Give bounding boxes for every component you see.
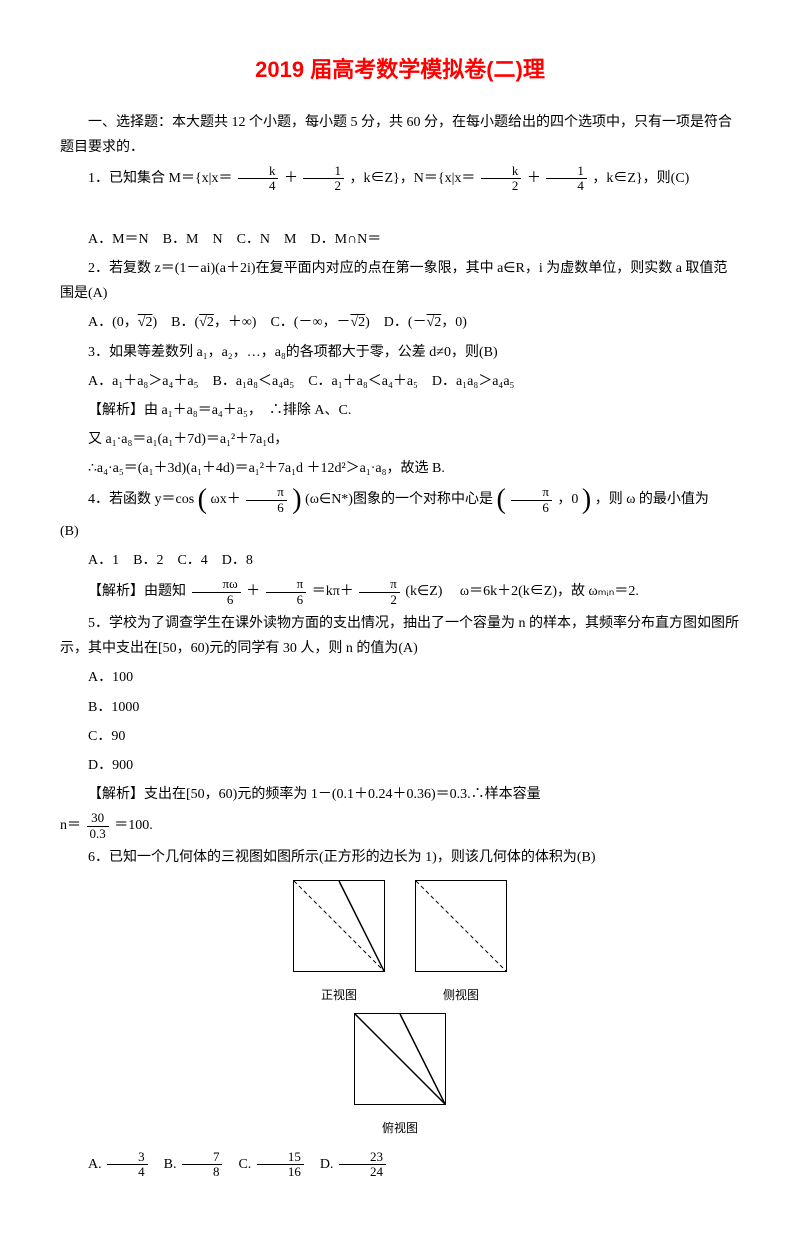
view-label: 正视图 [293,985,385,1007]
view-row-bottom: 俯视图 [60,1013,740,1140]
q5-option-c: C．90 [60,724,740,749]
spacer [60,198,740,223]
opt-label: B. [164,1157,177,1172]
paren-icon: ) [582,484,591,515]
text: ωx＋ [211,492,241,507]
text: ＋ [527,171,541,186]
text: ＋ [246,584,260,599]
q5-option-b: B．1000 [60,695,740,720]
opt-label: A. [88,1157,102,1172]
view-row-top: 正视图 侧视图 [60,880,740,1007]
q3-solution: 【解析】由 a₁＋a₈＝a₄＋a₅， ∴排除 A、C. [60,398,740,423]
q5-stem: 5．学校为了调查学生在课外读物方面的支出情况，抽出了一个容量为 n 的样本，其频… [60,611,740,661]
text: 【解析】由题知 [88,584,186,599]
q3-options: A．a₁＋a₈＞a₄＋a₅ B．a₁a₈＜a₄a₅ C．a₁＋a₈＜a₄＋a₅ … [60,369,740,394]
text: (k∈Z) ω＝6k＋2(k∈Z)，故 ωₘᵢₙ＝2. [405,584,638,599]
frac: 12 [303,164,344,194]
q5-solution: 【解析】支出在[50，60)元的频率为 1－(0.1＋0.24＋0.36)＝0.… [60,782,740,807]
sqrt-icon: √2 [427,315,442,330]
front-view-box [293,880,385,972]
q4-answer: (B) [60,519,740,544]
frac: 78 [182,1150,223,1180]
text: ，k∈Z}，则(C) [592,171,689,186]
text: ，0 [557,492,578,507]
frac: k4 [238,164,279,194]
side-view: 侧视图 [415,880,507,1007]
q3-solution: 又 a₁·a₈＝a₁(a₁＋7d)＝a₁²＋7a₁d， [60,427,740,452]
text: ＝kπ＋ [312,584,354,599]
frac: k2 [481,164,522,194]
paren-icon: ( [496,484,505,515]
q5-option-a: A．100 [60,665,740,690]
q4-solution: 【解析】由题知 πω6 ＋ π6 ＝kπ＋ π2 (k∈Z) ω＝6k＋2(k∈… [60,577,740,607]
text: 4．若函数 y＝cos [88,492,194,507]
q3-stem: 3．如果等差数列 a₁，a₂，…，a₈的各项都大于零，公差 d≠0，则(B) [60,340,740,365]
frac: 14 [546,164,587,194]
view-label: 俯视图 [354,1118,446,1140]
q1-stem: 1．已知集合 M＝{x|x＝ k4 ＋ 12 ，k∈Z}，N＝{x|x＝ k2 … [60,164,740,194]
frac: 34 [107,1150,148,1180]
frac: π6 [246,485,287,515]
text: (ω∈N*)图象的一个对称中心是 [305,492,493,507]
text: ，k∈Z}，N＝{x|x＝ [349,171,475,186]
text: ＋ [284,171,298,186]
opt-label: C. [238,1157,251,1172]
q5-solution: n＝ 300.3 ＝100. [60,811,740,841]
sqrt-icon: √2 [138,315,153,330]
q5-option-d: D．900 [60,753,740,778]
front-view: 正视图 [293,880,385,1007]
frac: πω6 [192,577,241,607]
frac: 2324 [339,1150,386,1180]
q6-stem: 6．已知一个几何体的三视图如图所示(正方形的边长为 1)，则该几何体的体积为(B… [60,845,740,870]
section-header: 一、选择题：本大题共 12 个小题，每小题 5 分，共 60 分，在每小题给出的… [60,110,740,160]
text: n＝ [60,818,81,833]
frac: π6 [266,577,307,607]
view-label: 侧视图 [415,985,507,1007]
q1-text: 1．已知集合 M＝{x|x＝ [88,171,232,186]
top-view: 俯视图 [354,1013,446,1140]
exam-title: 2019 届高考数学模拟卷(二)理 [60,50,740,90]
paren-icon: ( [198,484,207,515]
frac: 300.3 [87,811,109,841]
q2-options: A．(0，√2) B．(√2，＋∞) C．(－∞，－√2) D．(－√2，0) [60,310,740,335]
q2-stem: 2．若复数 z＝(1－ai)(a＋2i)在复平面内对应的点在第一象限，其中 a∈… [60,256,740,306]
sqrt-icon: √2 [199,315,214,330]
side-view-box [415,880,507,972]
text: ＝100. [114,818,153,833]
q3-solution: ∴a₄·a₅＝(a₁＋3d)(a₁＋4d)＝a₁²＋7a₁d ＋12d²＞a₁·… [60,456,740,481]
q4-stem: 4．若函数 y＝cos ( ωx＋ π6 ) (ω∈N*)图象的一个对称中心是 … [60,485,740,515]
paren-icon: ) [292,484,301,515]
opt-label: D. [320,1157,334,1172]
q6-options: A. 34 B. 78 C. 1516 D. 2324 [60,1150,740,1180]
frac: 1516 [257,1150,304,1180]
frac: π6 [511,485,552,515]
sqrt-icon: √2 [350,315,365,330]
frac: π2 [359,577,400,607]
q1-options: A．M＝N B．M N C．N M D．M∩N＝ [60,227,740,252]
three-views-figure: 正视图 侧视图 俯视图 [60,880,740,1140]
top-view-box [354,1013,446,1105]
text: ，则 ω 的最小值为 [595,492,709,507]
q4-options: A．1 B．2 C．4 D．8 [60,548,740,573]
